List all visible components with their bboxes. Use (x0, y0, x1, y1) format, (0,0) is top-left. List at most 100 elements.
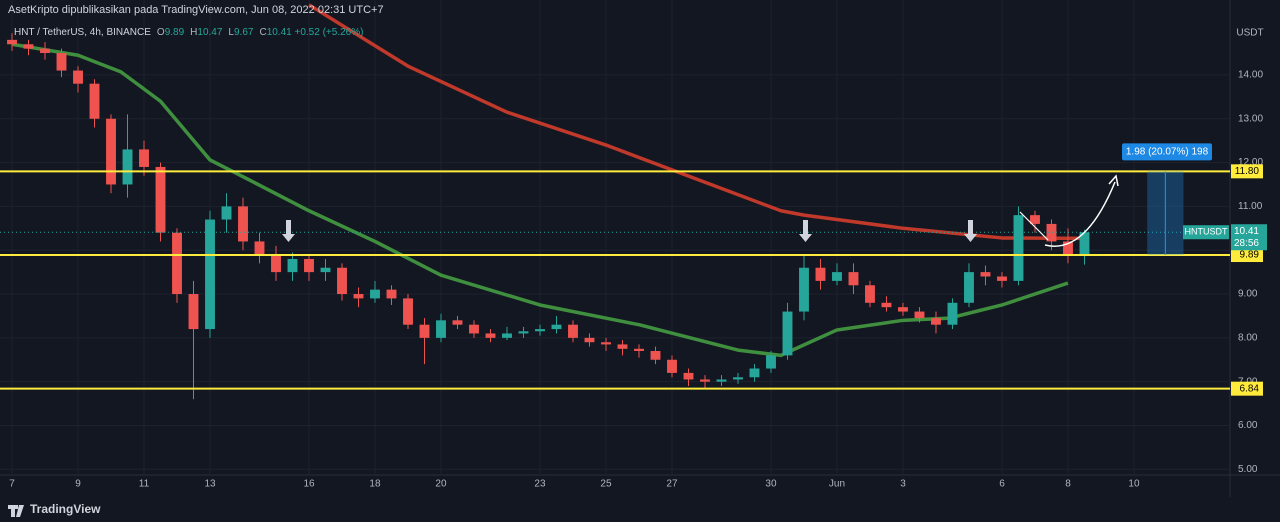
candle-body (997, 276, 1007, 281)
candle-body (650, 350, 661, 360)
candle-body (452, 320, 463, 325)
candle-body (865, 285, 875, 303)
candle-body (40, 48, 50, 54)
logo (8, 505, 24, 517)
candle-body (617, 344, 628, 349)
candle-body (914, 311, 925, 319)
candle-body (1030, 215, 1040, 224)
y-tick-label: 6.00 (1238, 420, 1258, 431)
candle-body (782, 311, 793, 356)
candle-body (601, 342, 611, 345)
candle-body (947, 302, 958, 325)
candle-body (122, 149, 133, 185)
candle-body (634, 348, 644, 351)
x-tick-label: 18 (369, 479, 381, 490)
candle-body (436, 320, 446, 338)
symbol-tag-bg (1183, 225, 1229, 240)
candle-body (964, 272, 974, 303)
level-label: 11.80 (1235, 166, 1260, 177)
candle-body (535, 329, 545, 332)
header: AsetKripto dipublikasikan pada TradingVi… (8, 4, 384, 16)
candle-body (172, 232, 182, 295)
candle-body (386, 289, 397, 299)
ohlc-key: O (156, 27, 165, 38)
ohlc-key: H (190, 27, 198, 38)
down-arrow (799, 220, 812, 242)
candle-body (353, 294, 364, 299)
candle-body (23, 44, 34, 49)
candle-body (749, 368, 760, 378)
candle-body (1013, 215, 1024, 281)
candle-body (716, 379, 727, 382)
candle-body (370, 289, 380, 299)
x-tick-label: 13 (204, 479, 216, 490)
x-tick-label: 3 (900, 479, 906, 490)
level-label: 6.84 (1240, 383, 1260, 394)
candle-body (304, 258, 314, 273)
ohlc-key: C (259, 27, 267, 38)
x-tick-label: 20 (435, 479, 447, 490)
level-label-bg (1231, 248, 1263, 263)
y-tick-label: 9.00 (1238, 289, 1258, 300)
x-tick-label: Jun (829, 479, 845, 490)
candle-body (799, 267, 809, 312)
legend: HNT / TetherUS, 4h, BINANCE O9.89 H10.47 L9… (14, 27, 363, 38)
curved-arrow (1044, 181, 1116, 247)
candle-body (931, 318, 941, 325)
price-tag-bg (1231, 224, 1267, 251)
annotation-arrows (282, 220, 977, 242)
x-tick-label: 27 (666, 479, 678, 490)
trend-line (1019, 211, 1049, 241)
candle-body (205, 219, 215, 330)
candle-body (89, 83, 100, 119)
down-arrow (282, 220, 295, 242)
candle-body (1046, 223, 1057, 242)
y-tick-label: 13.00 (1238, 113, 1263, 124)
x-tick-label: 16 (303, 479, 315, 490)
candle-body (73, 70, 83, 84)
x-tick-label: 10 (1128, 479, 1140, 490)
x-tick-label: 11 (139, 479, 150, 490)
candle-body (1063, 241, 1073, 256)
ohlc-value: 10.41 (266, 27, 292, 38)
candle-body (221, 206, 232, 220)
ohlc-value: 10.47 (197, 27, 223, 38)
symbol-tag: HNTUSDT (1185, 227, 1228, 237)
ohlc-key: L (228, 27, 234, 38)
candle-body (568, 324, 578, 338)
ohlc-value: 9.67 (233, 27, 254, 38)
x-tick-label: 25 (600, 479, 612, 490)
candle-body (139, 149, 149, 167)
y-tick-label: 11.00 (1238, 201, 1263, 212)
candle-body (733, 377, 743, 380)
candle-body (155, 166, 166, 233)
candle-body (56, 53, 67, 71)
moving-average (308, 3, 1085, 241)
candle-body (271, 254, 281, 273)
candle-body (881, 302, 892, 308)
y-tick-label: 8.00 (1238, 332, 1258, 343)
x-tick-label: 8 (1065, 479, 1071, 490)
candle-body (485, 333, 496, 338)
level-label-bg (1231, 164, 1263, 179)
candle-body (584, 337, 595, 343)
candle-body (551, 324, 562, 330)
candle-body (848, 272, 859, 286)
candle-body (815, 267, 826, 281)
candle-body (403, 298, 413, 325)
down-arrow (964, 220, 977, 242)
symbol: HNT / TetherUS, 4h, BINANCE (14, 27, 151, 38)
x-tick-label: 7 (9, 479, 15, 490)
candle-body (502, 333, 512, 338)
candle-body (832, 272, 842, 281)
candle-body (766, 355, 776, 369)
y-tick-label: 12.00 (1238, 157, 1263, 168)
footer (0, 497, 1280, 522)
y-tick-label: 5.00 (1238, 464, 1258, 475)
candle-body (518, 331, 529, 334)
y-unit: USDT (1236, 28, 1263, 39)
y-tick-label: 14.00 (1238, 70, 1263, 81)
